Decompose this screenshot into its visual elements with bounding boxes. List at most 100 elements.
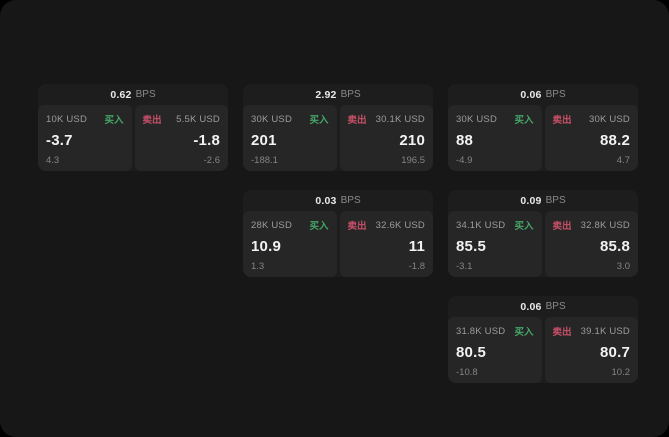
buy-amount: 34.1K USD <box>456 219 506 231</box>
card-header: 2.92 BPS <box>243 84 433 105</box>
sell-price: 210 <box>399 132 425 150</box>
sell-panel-top: 卖出 5.5K USD <box>142 112 221 127</box>
sell-panel-top: 卖出 30K USD <box>552 112 631 127</box>
bps-unit-label: BPS <box>545 89 566 100</box>
sell-panel[interactable]: 卖出 5.5K USD -1.8 -2.6 <box>134 105 228 171</box>
buy-amount: 30K USD <box>456 113 498 125</box>
sell-amount: 5.5K USD <box>176 113 220 125</box>
quote-panels: 30K USD 买入 201 -188.1 卖出 30.1K USD 210 1… <box>243 105 433 171</box>
sell-amount: 32.6K USD <box>375 219 425 231</box>
buy-side-label: 买入 <box>309 221 329 232</box>
buy-panel-top: 30K USD 买入 <box>251 112 329 127</box>
sell-panel-top: 卖出 32.6K USD <box>347 218 426 233</box>
card-header: 0.62 BPS <box>38 84 228 105</box>
sell-price: 85.8 <box>600 238 630 256</box>
buy-amount: 31.8K USD <box>456 325 506 337</box>
sell-amount: 30K USD <box>588 113 630 125</box>
quote-card: 2.92 BPS 30K USD 买入 201 -188.1 卖出 30.1K … <box>243 84 433 171</box>
sell-amount: 39.1K USD <box>580 325 630 337</box>
bps-value: 2.92 <box>315 88 337 101</box>
sell-panel[interactable]: 卖出 30K USD 88.2 4.7 <box>544 105 638 171</box>
buy-panel[interactable]: 30K USD 买入 201 -188.1 <box>243 105 337 171</box>
buy-price: 10.9 <box>251 238 281 256</box>
sell-sub-value: -1.8 <box>408 260 425 272</box>
quote-panels: 28K USD 买入 10.9 1.3 卖出 32.6K USD 11 -1.8 <box>243 211 433 277</box>
buy-sub-value: -3.1 <box>456 260 473 272</box>
buy-panel-top: 31.8K USD 买入 <box>456 324 534 339</box>
card-header: 0.03 BPS <box>243 190 433 211</box>
quote-panels: 34.1K USD 买入 85.5 -3.1 卖出 32.8K USD 85.8… <box>448 211 638 277</box>
quote-card: 0.06 BPS 31.8K USD 买入 80.5 -10.8 卖出 39.1… <box>448 296 638 383</box>
bps-value: 0.62 <box>110 88 132 101</box>
buy-side-label: 买入 <box>309 115 329 126</box>
buy-amount: 10K USD <box>46 113 88 125</box>
buy-price: 201 <box>251 132 277 150</box>
buy-side-label: 买入 <box>514 221 534 232</box>
sell-panel[interactable]: 卖出 30.1K USD 210 196.5 <box>339 105 433 171</box>
bps-value: 0.06 <box>520 300 542 313</box>
buy-sub-value: -4.9 <box>456 154 473 166</box>
quote-panels: 10K USD 买入 -3.7 4.3 卖出 5.5K USD -1.8 -2.… <box>38 105 228 171</box>
buy-side-label: 买入 <box>104 115 124 126</box>
bps-unit-label: BPS <box>545 301 566 312</box>
sell-panel[interactable]: 卖出 32.8K USD 85.8 3.0 <box>544 211 638 277</box>
sell-panel-top: 卖出 39.1K USD <box>552 324 631 339</box>
sell-side-label: 卖出 <box>347 221 367 232</box>
sell-price: 80.7 <box>600 344 630 362</box>
buy-sub-value: -10.8 <box>456 366 478 378</box>
bps-unit-label: BPS <box>340 89 361 100</box>
quote-card: 0.06 BPS 30K USD 买入 88 -4.9 卖出 30K USD 8… <box>448 84 638 171</box>
buy-amount: 28K USD <box>251 219 293 231</box>
sell-panel[interactable]: 卖出 32.6K USD 11 -1.8 <box>339 211 433 277</box>
buy-amount: 30K USD <box>251 113 293 125</box>
sell-side-label: 卖出 <box>142 115 162 126</box>
buy-panel[interactable]: 30K USD 买入 88 -4.9 <box>448 105 542 171</box>
card-header: 0.06 BPS <box>448 296 638 317</box>
buy-side-label: 买入 <box>514 115 534 126</box>
sell-amount: 32.8K USD <box>580 219 630 231</box>
buy-price: 88 <box>456 132 474 150</box>
buy-sub-value: 1.3 <box>251 260 265 272</box>
cards-grid: 0.62 BPS 10K USD 买入 -3.7 4.3 卖出 5.5K USD… <box>38 84 638 383</box>
sell-panel-top: 卖出 32.8K USD <box>553 218 631 233</box>
bps-value: 0.03 <box>315 194 337 207</box>
sell-sub-value: -2.6 <box>203 154 220 166</box>
sell-amount: 30.1K USD <box>375 113 425 125</box>
sell-price: 11 <box>408 238 425 256</box>
buy-price: 80.5 <box>456 344 486 362</box>
sell-panel-top: 卖出 30.1K USD <box>347 112 426 127</box>
bps-value: 0.09 <box>520 194 542 207</box>
sell-price: 88.2 <box>600 132 630 150</box>
quote-card: 0.62 BPS 10K USD 买入 -3.7 4.3 卖出 5.5K USD… <box>38 84 228 171</box>
buy-panel-top: 34.1K USD 买入 <box>456 218 534 233</box>
quote-panels: 30K USD 买入 88 -4.9 卖出 30K USD 88.2 4.7 <box>448 105 638 171</box>
sell-panel[interactable]: 卖出 39.1K USD 80.7 10.2 <box>544 317 638 383</box>
buy-price: -3.7 <box>46 132 73 150</box>
bps-unit-label: BPS <box>340 195 361 206</box>
quote-card: 0.03 BPS 28K USD 买入 10.9 1.3 卖出 32.6K US… <box>243 190 433 277</box>
buy-side-label: 买入 <box>514 327 534 338</box>
card-header: 0.09 BPS <box>448 190 638 211</box>
sell-sub-value: 10.2 <box>611 366 631 378</box>
buy-price: 85.5 <box>456 238 486 256</box>
bps-unit-label: BPS <box>545 195 566 206</box>
buy-panel[interactable]: 10K USD 买入 -3.7 4.3 <box>38 105 132 171</box>
buy-panel-top: 28K USD 买入 <box>251 218 329 233</box>
buy-panel[interactable]: 34.1K USD 买入 85.5 -3.1 <box>448 211 542 277</box>
sell-price: -1.8 <box>193 132 220 150</box>
buy-panel-top: 30K USD 买入 <box>456 112 534 127</box>
sell-sub-value: 3.0 <box>616 260 630 272</box>
buy-sub-value: 4.3 <box>46 154 60 166</box>
sell-side-label: 卖出 <box>552 115 572 126</box>
buy-sub-value: -188.1 <box>251 154 278 166</box>
sell-sub-value: 196.5 <box>401 154 425 166</box>
sell-side-label: 卖出 <box>347 115 367 126</box>
sell-side-label: 卖出 <box>552 327 572 338</box>
card-header: 0.06 BPS <box>448 84 638 105</box>
buy-panel[interactable]: 28K USD 买入 10.9 1.3 <box>243 211 337 277</box>
buy-panel[interactable]: 31.8K USD 买入 80.5 -10.8 <box>448 317 542 383</box>
buy-panel-top: 10K USD 买入 <box>46 112 124 127</box>
quote-card: 0.09 BPS 34.1K USD 买入 85.5 -3.1 卖出 32.8K… <box>448 190 638 277</box>
bps-unit-label: BPS <box>135 89 156 100</box>
